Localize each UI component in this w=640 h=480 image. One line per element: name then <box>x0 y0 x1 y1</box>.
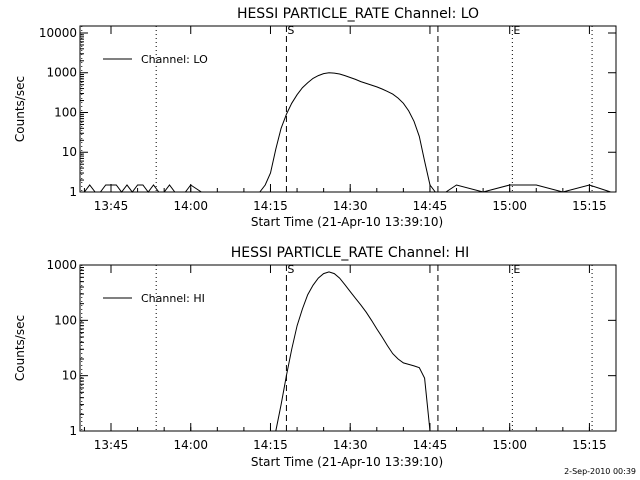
x-tick-label: 14:45 <box>413 438 448 452</box>
series-line-lo <box>84 72 611 193</box>
x-tick-label: 13:45 <box>94 438 129 452</box>
y-tick-label: 100 <box>54 105 77 119</box>
x-tick-label: 14:45 <box>413 199 448 213</box>
x-tick-label: 15:00 <box>492 199 527 213</box>
y-tick-label: 1 <box>69 185 77 199</box>
x-tick-label: 14:00 <box>173 199 208 213</box>
chart-title: HESSI PARTICLE_RATE Channel: HI <box>231 245 469 261</box>
y-axis-ticks: 1 10 100 1000 10000 <box>39 26 616 199</box>
legend: Channel: LO <box>103 53 208 66</box>
marker-label: S <box>287 263 294 276</box>
x-tick-label: 15:00 <box>492 438 527 452</box>
legend-label: Channel: HI <box>141 292 205 305</box>
marker-label: S <box>287 24 294 37</box>
generation-timestamp: 2-Sep-2010 00:39 <box>564 467 636 476</box>
x-axis-ticks: 13:45 14:00 14:15 14:30 14:45 15:00 15:15 <box>83 265 617 452</box>
x-tick-label: 14:15 <box>253 438 288 452</box>
legend-label: Channel: LO <box>141 53 208 66</box>
x-tick-label: 14:30 <box>333 438 368 452</box>
y-tick-label: 10 <box>62 369 77 383</box>
x-tick-label: 14:00 <box>173 438 208 452</box>
marker-label: E <box>513 263 520 276</box>
plot-frame <box>79 264 617 432</box>
x-tick-label: 15:15 <box>572 199 607 213</box>
y-tick-label: 1000 <box>46 258 77 272</box>
y-tick-label: 1000 <box>46 66 77 80</box>
x-axis-label: Start Time (21-Apr-10 13:39:10) <box>251 455 443 469</box>
legend: Channel: HI <box>103 292 205 305</box>
y-axis-ticks: 1 10 100 1000 <box>46 258 616 438</box>
y-tick-label: 1 <box>69 424 77 438</box>
x-tick-label: 13:45 <box>94 199 129 213</box>
series-line-hi <box>275 271 431 432</box>
y-axis-label: Counts/sec <box>13 76 27 142</box>
chart-title: HESSI PARTICLE_RATE Channel: LO <box>237 6 479 22</box>
x-axis-ticks: 13:45 14:00 14:15 14:30 14:45 15:00 15:15 <box>83 26 617 213</box>
x-tick-label: 14:30 <box>333 199 368 213</box>
y-axis-label: Counts/sec <box>13 315 27 381</box>
y-tick-label: 100 <box>54 313 77 327</box>
x-tick-label: 14:15 <box>253 199 288 213</box>
x-axis-label: Start Time (21-Apr-10 13:39:10) <box>251 215 443 229</box>
y-tick-label: 10000 <box>39 26 77 40</box>
y-tick-label: 10 <box>62 145 77 159</box>
plot-frame <box>79 25 617 193</box>
x-tick-label: 15:15 <box>572 438 607 452</box>
marker-label: E <box>513 24 520 37</box>
